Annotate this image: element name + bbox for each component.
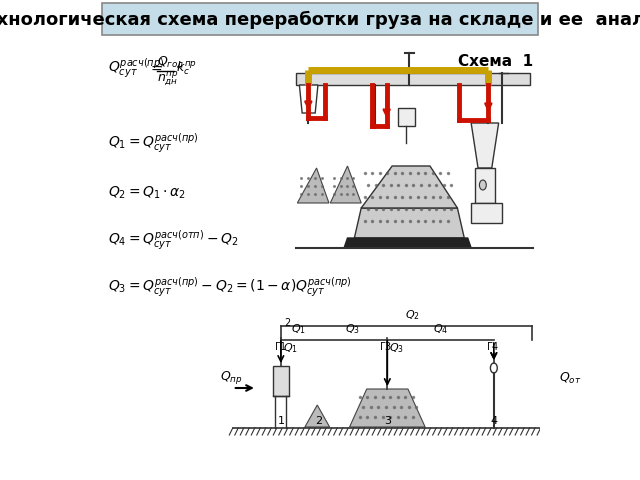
- Text: $Q_3$: $Q_3$: [345, 322, 360, 336]
- Text: 4: 4: [490, 416, 497, 426]
- Text: 1: 1: [277, 416, 284, 426]
- Bar: [296, 73, 529, 85]
- Text: $Q_3$: $Q_3$: [389, 341, 404, 355]
- Text: $Q_{пр}$: $Q_{пр}$: [220, 370, 243, 386]
- Polygon shape: [355, 208, 464, 238]
- Text: $n_{\mathit{дн}}^{\mathit{пр}}$: $n_{\mathit{дн}}^{\mathit{пр}}$: [157, 70, 179, 88]
- Text: $Q_1$: $Q_1$: [283, 341, 298, 355]
- Polygon shape: [330, 166, 361, 203]
- Text: 3: 3: [384, 416, 391, 426]
- Polygon shape: [344, 238, 471, 248]
- Bar: [102, 3, 538, 35]
- Circle shape: [479, 180, 486, 190]
- Polygon shape: [361, 166, 458, 208]
- Text: $Q_{\mathit{год}}$: $Q_{\mathit{год}}$: [157, 54, 184, 70]
- Polygon shape: [298, 168, 329, 203]
- Bar: [273, 366, 289, 396]
- Text: 2: 2: [284, 318, 291, 328]
- Text: $Q_{от}$: $Q_{от}$: [559, 371, 582, 385]
- Text: $Q_3 = Q_{\mathit{сут}}^{\mathit{расч(пр)}} - Q_2 = (1-\alpha)Q_{\mathit{сут}}^{: $Q_3 = Q_{\mathit{сут}}^{\mathit{расч(пр…: [108, 275, 352, 299]
- Text: Технологическая схема переработки груза на складе и ее  анализ: Технологическая схема переработки груза …: [0, 11, 640, 29]
- Polygon shape: [471, 123, 499, 168]
- Text: $k_c^{\mathit{пр}}$: $k_c^{\mathit{пр}}$: [176, 59, 197, 77]
- Text: $Q_4$: $Q_4$: [433, 322, 448, 336]
- Text: $\Gamma 4$: $\Gamma 4$: [486, 340, 499, 352]
- Text: $=$: $=$: [148, 61, 163, 75]
- Text: $Q_4 = Q_{\mathit{сут}}^{\mathit{расч(отп)}} - Q_2$: $Q_4 = Q_{\mathit{сут}}^{\mathit{расч(от…: [108, 228, 239, 252]
- Text: $Q_2$: $Q_2$: [405, 308, 420, 322]
- Text: $Q_1$: $Q_1$: [291, 322, 306, 336]
- Text: $\Gamma 1$: $\Gamma 1$: [274, 340, 287, 352]
- Text: $Q_1 = Q_{\mathit{сут}}^{\mathit{расч(пр)}}$: $Q_1 = Q_{\mathit{сут}}^{\mathit{расч(пр…: [108, 131, 199, 155]
- Text: Схема  1: Схема 1: [458, 55, 532, 70]
- Bar: [397, 108, 415, 126]
- Text: $\Gamma 3$: $\Gamma 3$: [379, 340, 392, 352]
- Text: 2: 2: [315, 416, 322, 426]
- Polygon shape: [349, 389, 425, 427]
- Text: $Q_2 = Q_1 \cdot \alpha_2$: $Q_2 = Q_1 \cdot \alpha_2$: [108, 185, 187, 201]
- Polygon shape: [300, 85, 318, 113]
- Circle shape: [490, 363, 497, 373]
- Bar: [475, 168, 495, 203]
- Bar: [471, 203, 502, 223]
- Polygon shape: [305, 405, 330, 427]
- Text: $Q_{\mathit{сут}}^{\mathit{расч(пр)}}$: $Q_{\mathit{сут}}^{\mathit{расч(пр)}}$: [108, 56, 164, 80]
